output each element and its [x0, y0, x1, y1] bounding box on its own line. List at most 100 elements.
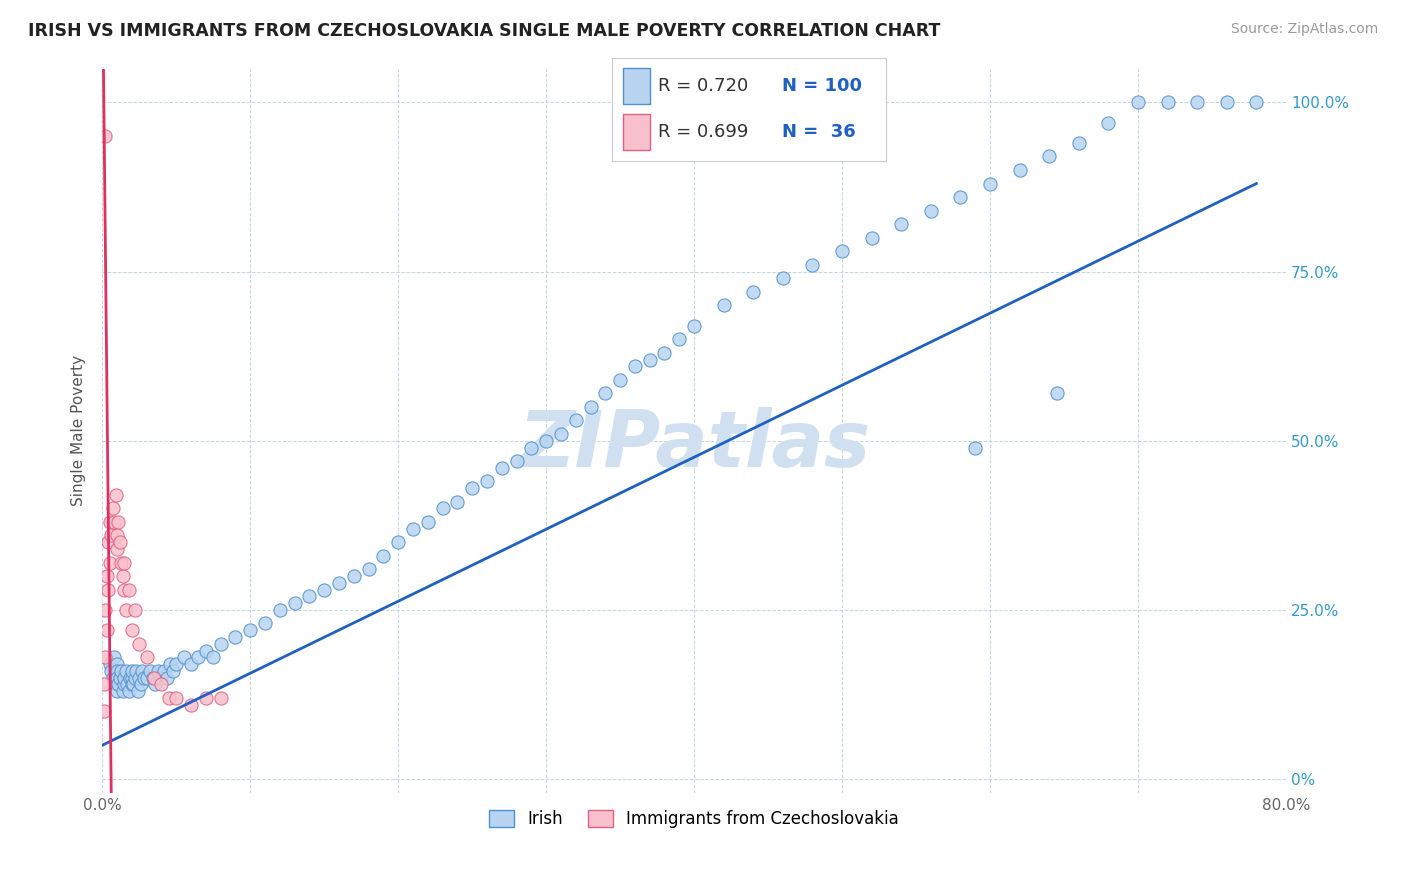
- Point: [890, 217, 912, 231]
- Point: [94, 129, 117, 144]
- Point: [239, 624, 262, 638]
- Point: [520, 441, 543, 455]
- Point: [105, 684, 128, 698]
- Point: [96, 569, 118, 583]
- Point: [117, 677, 139, 691]
- Point: [491, 460, 513, 475]
- Point: [461, 481, 484, 495]
- Point: [93, 677, 115, 691]
- Point: [156, 671, 179, 685]
- Point: [98, 515, 121, 529]
- Point: [97, 535, 120, 549]
- Point: [111, 684, 134, 698]
- Point: [402, 522, 425, 536]
- Point: [1185, 95, 1208, 110]
- Text: IRISH VS IMMIGRANTS FROM CZECHOSLOVAKIA SINGLE MALE POVERTY CORRELATION CHART: IRISH VS IMMIGRANTS FROM CZECHOSLOVAKIA …: [28, 22, 941, 40]
- Point: [979, 177, 1001, 191]
- Point: [112, 556, 135, 570]
- Point: [105, 671, 128, 685]
- Point: [112, 677, 135, 691]
- Point: [108, 671, 131, 685]
- FancyBboxPatch shape: [623, 69, 650, 104]
- Point: [475, 475, 498, 489]
- Point: [949, 190, 972, 204]
- Point: [1216, 95, 1239, 110]
- Point: [94, 603, 117, 617]
- Point: [121, 671, 143, 685]
- Point: [654, 345, 676, 359]
- Point: [125, 664, 148, 678]
- Point: [98, 657, 121, 671]
- Point: [180, 657, 202, 671]
- Point: [1038, 149, 1060, 163]
- Point: [135, 650, 157, 665]
- Point: [122, 677, 145, 691]
- Point: [224, 630, 246, 644]
- Point: [253, 616, 276, 631]
- Point: [132, 671, 155, 685]
- Point: [165, 657, 187, 671]
- Point: [550, 427, 572, 442]
- Point: [1067, 136, 1090, 150]
- Point: [357, 562, 380, 576]
- Point: [118, 684, 141, 698]
- Point: [104, 677, 127, 691]
- Text: R = 0.699: R = 0.699: [658, 123, 748, 141]
- Point: [127, 684, 149, 698]
- Point: [343, 569, 366, 583]
- Point: [118, 582, 141, 597]
- Text: N = 100: N = 100: [782, 78, 862, 95]
- Point: [120, 671, 142, 685]
- Point: [432, 501, 454, 516]
- Point: [1045, 386, 1067, 401]
- Point: [94, 650, 117, 665]
- Point: [194, 690, 217, 705]
- Point: [638, 352, 661, 367]
- Point: [595, 386, 617, 401]
- Point: [110, 556, 132, 570]
- Point: [105, 664, 128, 678]
- Point: [209, 690, 232, 705]
- Point: [1008, 163, 1031, 178]
- Point: [1246, 95, 1268, 110]
- Point: [159, 657, 181, 671]
- Y-axis label: Single Male Poverty: Single Male Poverty: [72, 355, 86, 506]
- Point: [115, 603, 138, 617]
- Point: [128, 637, 150, 651]
- Point: [121, 664, 143, 678]
- Point: [101, 671, 124, 685]
- Point: [772, 271, 794, 285]
- Point: [564, 413, 586, 427]
- Point: [314, 582, 336, 597]
- Point: [284, 596, 307, 610]
- Point: [100, 664, 122, 678]
- Point: [97, 582, 120, 597]
- Point: [446, 494, 468, 508]
- Point: [107, 515, 129, 529]
- Point: [107, 677, 129, 691]
- Point: [104, 488, 127, 502]
- Text: R = 0.720: R = 0.720: [658, 78, 748, 95]
- Point: [105, 657, 128, 671]
- Point: [105, 541, 128, 556]
- Point: [209, 637, 232, 651]
- Point: [194, 643, 217, 657]
- Point: [96, 624, 118, 638]
- Point: [173, 650, 195, 665]
- Point: [162, 664, 184, 678]
- Point: [148, 664, 170, 678]
- Point: [387, 535, 409, 549]
- Point: [157, 690, 180, 705]
- Point: [742, 285, 765, 299]
- Point: [128, 671, 150, 685]
- Point: [93, 705, 115, 719]
- Point: [98, 556, 121, 570]
- Point: [505, 454, 527, 468]
- Text: Source: ZipAtlas.com: Source: ZipAtlas.com: [1230, 22, 1378, 37]
- Point: [124, 603, 146, 617]
- Point: [416, 515, 439, 529]
- Point: [143, 671, 166, 685]
- Point: [202, 650, 225, 665]
- Point: [860, 230, 883, 244]
- FancyBboxPatch shape: [623, 114, 650, 150]
